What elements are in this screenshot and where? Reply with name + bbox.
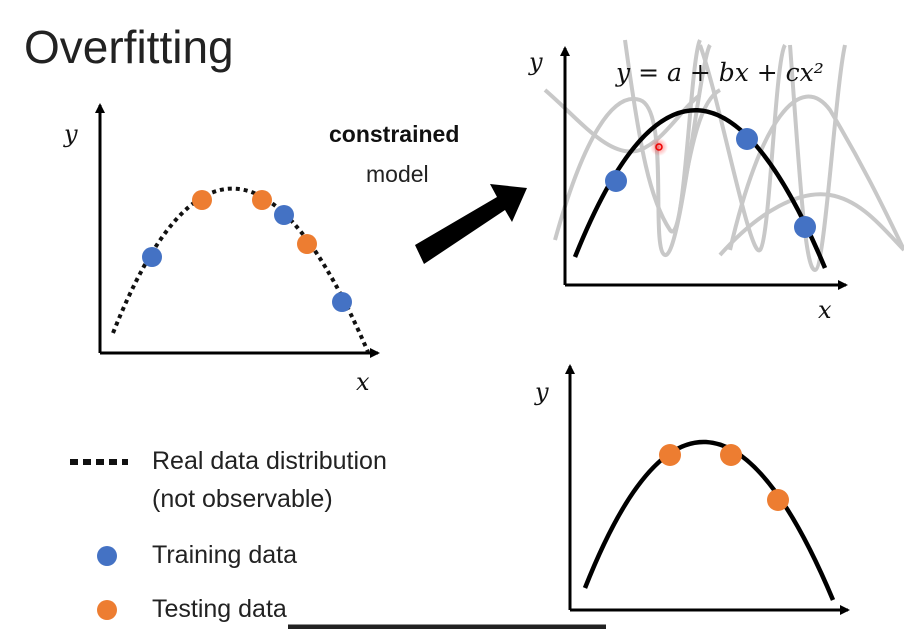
cursor-pointer (650, 138, 668, 156)
training-point (332, 292, 352, 312)
testing-point (767, 489, 789, 511)
cursor-pointer-dot (655, 143, 663, 151)
legend-real-sublabel: (not observable) (152, 485, 333, 513)
real-distribution-curve (111, 186, 370, 353)
testing-point (297, 234, 317, 254)
legend-testing-dot-icon (97, 600, 117, 620)
training-point (605, 170, 627, 192)
left-plot (95, 103, 380, 358)
formula: y = a + bx + cx² (616, 58, 824, 87)
testing-point (252, 190, 272, 210)
constrained-plot (543, 39, 904, 290)
legend-real-label: Real data distribution (152, 447, 387, 475)
left-x-label: x (356, 368, 370, 396)
br-y-label: y (535, 378, 549, 406)
arrow-label-model: model (366, 161, 429, 187)
legend-training-label: Training data (152, 541, 297, 569)
training-point (736, 128, 758, 150)
testing-point (720, 444, 742, 466)
legend-testing-label: Testing data (152, 595, 287, 623)
candidate-curves (543, 39, 904, 273)
quadratic-fit-curve (582, 439, 836, 601)
testing-point (659, 444, 681, 466)
slide-title: Overfitting (24, 21, 234, 73)
training-point (794, 216, 816, 238)
left-y-label: y (64, 120, 78, 148)
training-point (142, 247, 162, 267)
test-plot (565, 364, 850, 615)
training-point (274, 205, 294, 225)
tr-y-label: y (529, 48, 543, 76)
arrow-icon (415, 184, 527, 264)
tr-x-label: x (818, 296, 832, 324)
testing-point (192, 190, 212, 210)
arrow-label-constrained: constrained (329, 121, 460, 147)
legend-training-dot-icon (97, 546, 117, 566)
